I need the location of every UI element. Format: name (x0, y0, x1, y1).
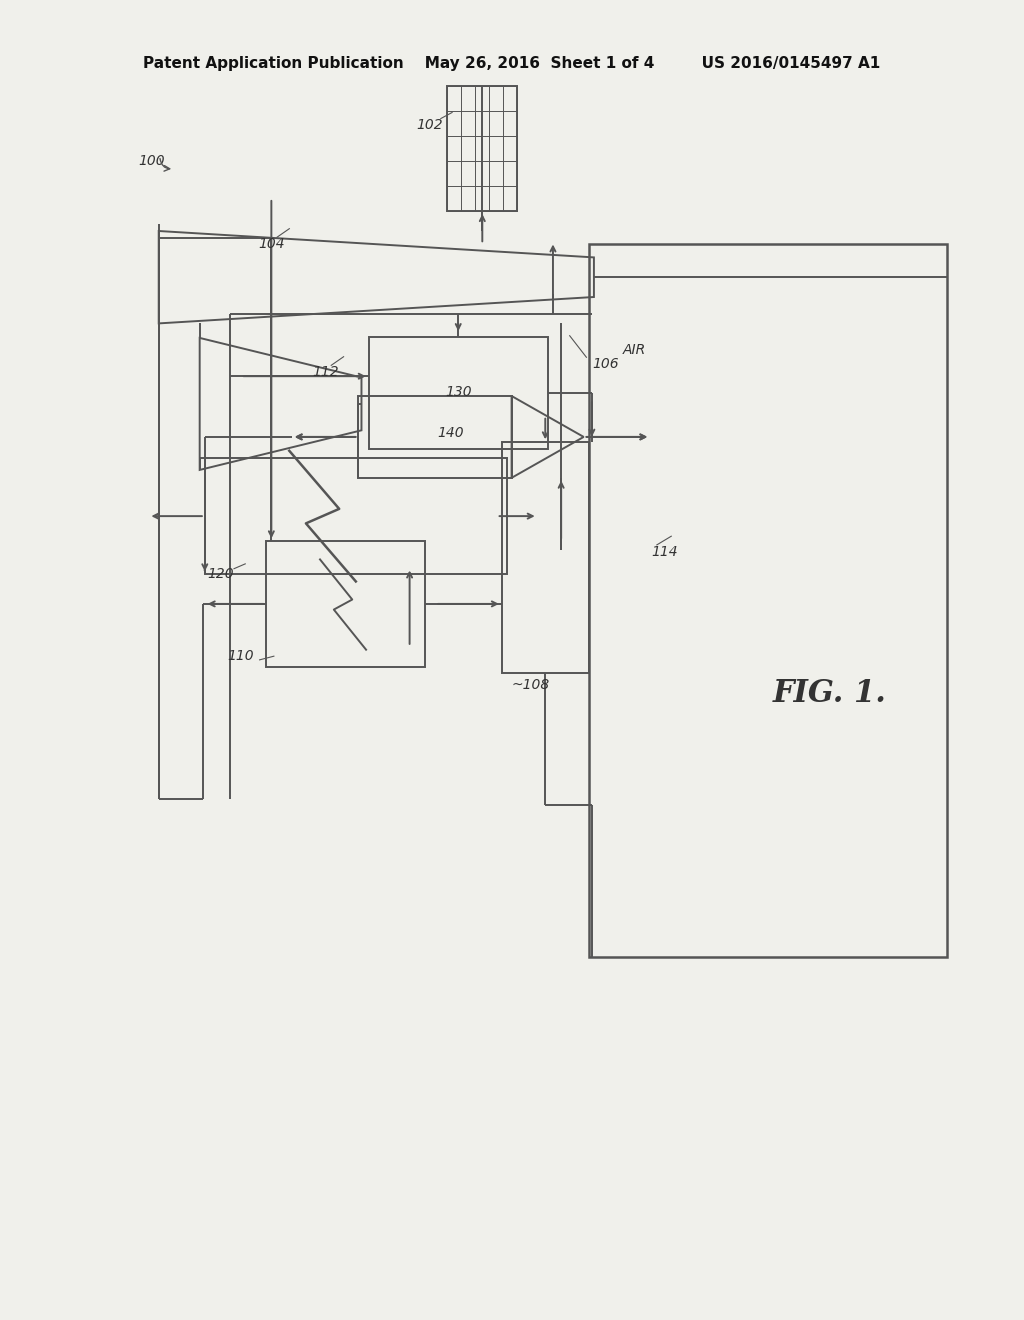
Text: 140: 140 (437, 426, 464, 440)
Bar (205, 458, 507, 574)
Bar (502, 442, 589, 673)
Text: AIR: AIR (623, 343, 646, 356)
Text: FIG. 1.: FIG. 1. (772, 677, 887, 709)
Text: 104: 104 (258, 238, 285, 251)
Bar (358, 396, 512, 478)
Text: ~108: ~108 (512, 678, 550, 692)
Text: Patent Application Publication    May 26, 2016  Sheet 1 of 4         US 2016/014: Patent Application Publication May 26, 2… (143, 55, 881, 71)
Text: 102: 102 (417, 119, 443, 132)
Bar (266, 541, 425, 667)
Text: 114: 114 (651, 545, 678, 558)
Bar (447, 86, 517, 211)
Text: 130: 130 (445, 385, 472, 399)
Text: 110: 110 (227, 649, 254, 663)
Bar (369, 337, 548, 449)
Text: 112: 112 (312, 366, 339, 379)
Bar (589, 244, 947, 957)
Text: 120: 120 (207, 568, 233, 581)
Text: 100: 100 (138, 154, 165, 168)
Text: 106: 106 (592, 358, 618, 371)
